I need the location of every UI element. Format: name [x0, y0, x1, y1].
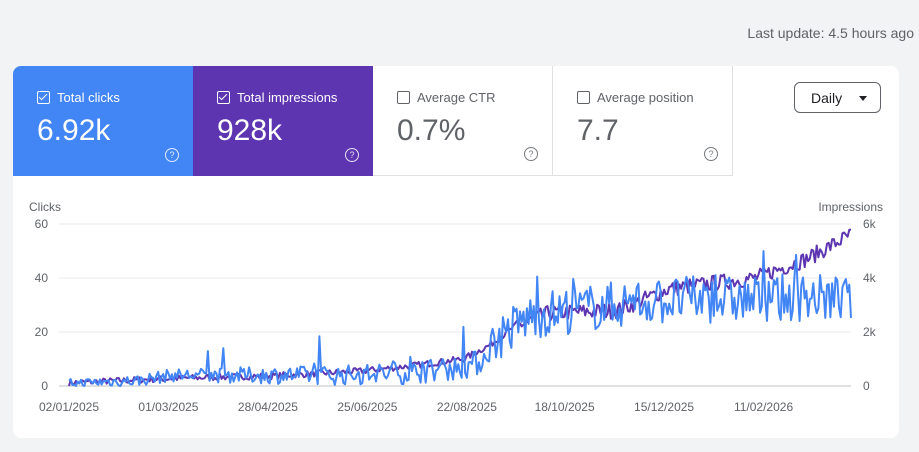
metric-value: 7.7	[577, 114, 619, 147]
left-tick-label: 0	[41, 379, 48, 393]
metric-value: 0.7%	[397, 114, 466, 147]
last-update-text: Last update: 4.5 hours ago	[747, 25, 914, 41]
left-tick-label: 60	[35, 217, 49, 231]
help-icon[interactable]: ?	[165, 148, 179, 162]
checkbox-icon[interactable]	[37, 91, 50, 104]
metric-total-clicks[interactable]: Total clicks 6.92k ?	[13, 66, 193, 176]
x-tick-label: 11/02/2026	[734, 400, 793, 414]
impressions-series-line	[68, 228, 852, 387]
performance-chart: Clicks Impressions 60 6k 40 4k 20 2k 0 0 02/01/202…	[29, 200, 883, 414]
right-axis-title: Impressions	[818, 200, 883, 214]
left-tick-label: 40	[35, 271, 49, 285]
metric-average-position[interactable]: Average position 7.7 ?	[553, 66, 733, 176]
help-icon[interactable]: ?	[704, 147, 718, 161]
help-icon[interactable]: ?	[345, 148, 359, 162]
x-tick-label: 25/06/2025	[337, 400, 397, 414]
clicks-series-line	[68, 250, 852, 387]
x-tick-label: 02/01/2025	[39, 400, 99, 414]
caret-down-icon	[859, 96, 867, 101]
x-tick-label: 18/10/2025	[535, 400, 595, 414]
right-tick-label: 0	[863, 379, 870, 393]
metric-total-impressions[interactable]: Total impressions 928k ?	[193, 66, 373, 176]
right-tick-label: 4k	[863, 271, 877, 285]
left-tick-label: 20	[35, 325, 49, 339]
checkbox-icon[interactable]	[217, 91, 230, 104]
x-tick-label: 01/03/2025	[138, 400, 198, 414]
left-axis-title: Clicks	[29, 200, 61, 214]
x-tick-label: 28/04/2025	[238, 400, 298, 414]
metric-label: Total impressions	[237, 90, 338, 105]
metric-average-ctr[interactable]: Average CTR 0.7% ?	[373, 66, 553, 176]
period-dropdown-label: Daily	[811, 89, 843, 106]
metric-value: 928k	[217, 114, 283, 147]
metric-label: Average CTR	[417, 90, 496, 105]
checkbox-icon[interactable]	[577, 91, 590, 104]
metric-label: Total clicks	[57, 90, 120, 105]
performance-card: Total clicks 6.92k ? Total impressions 9…	[13, 66, 899, 438]
checkbox-icon[interactable]	[397, 91, 410, 104]
right-tick-label: 2k	[863, 325, 877, 339]
metric-label: Average position	[597, 90, 694, 105]
x-tick-label: 22/08/2025	[437, 400, 497, 414]
x-tick-label: 15/12/2025	[634, 400, 694, 414]
period-dropdown[interactable]: Daily	[794, 82, 881, 113]
right-tick-label: 6k	[863, 217, 877, 231]
metric-value: 6.92k	[37, 114, 111, 147]
help-icon[interactable]: ?	[524, 147, 538, 161]
